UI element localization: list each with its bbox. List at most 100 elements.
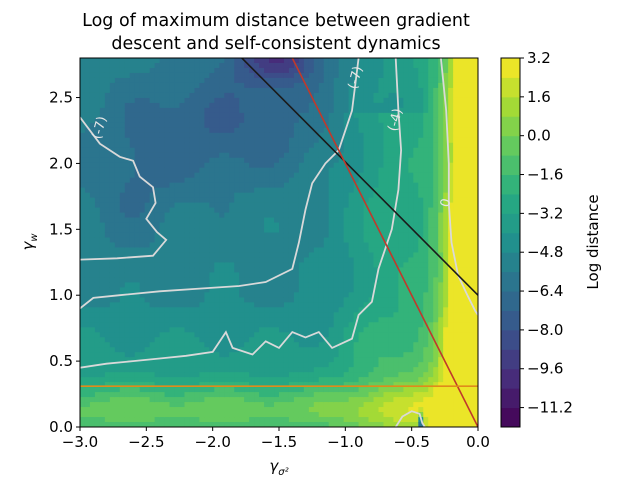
heatmap-cell <box>398 207 404 214</box>
heatmap-cell <box>114 287 121 293</box>
heatmap-cell <box>154 272 161 279</box>
heatmap-cell <box>338 307 345 313</box>
heatmap-cell <box>224 252 230 259</box>
heatmap-cell <box>383 392 390 398</box>
heatmap-cell <box>224 387 230 393</box>
heatmap-cell <box>199 187 205 194</box>
heatmap-cell <box>338 167 345 174</box>
heatmap-cell <box>323 182 330 189</box>
heatmap-cell <box>114 187 121 194</box>
heatmap-cell <box>279 327 285 333</box>
heatmap-cell <box>189 312 196 318</box>
heatmap-cell <box>164 417 171 423</box>
heatmap-cell <box>318 67 325 74</box>
heatmap-cell <box>398 182 404 189</box>
heatmap-cell <box>398 287 404 293</box>
heatmap-cell <box>199 232 205 239</box>
heatmap-cell <box>323 292 330 298</box>
heatmap-cell <box>403 267 409 274</box>
heatmap-cell <box>259 272 265 279</box>
heatmap-cell <box>348 422 355 427</box>
heatmap-cell <box>134 412 141 418</box>
heatmap-cell <box>293 277 300 283</box>
heatmap-cell <box>144 297 151 303</box>
heatmap-cell <box>249 87 255 94</box>
heatmap-cell <box>358 167 365 174</box>
heatmap-cell <box>114 272 121 279</box>
heatmap-cell <box>308 367 315 373</box>
heatmap-cell <box>283 397 290 403</box>
heatmap-cell <box>244 127 250 134</box>
heatmap-cell <box>358 402 365 408</box>
heatmap-cell <box>94 182 101 189</box>
heatmap-cell <box>189 292 196 298</box>
heatmap-cell <box>288 77 295 84</box>
heatmap-cell <box>298 107 305 114</box>
heatmap-cell <box>169 182 176 189</box>
heatmap-cell <box>353 202 360 209</box>
heatmap-cell <box>264 312 270 318</box>
heatmap-cell <box>333 267 340 274</box>
heatmap-cell <box>224 322 230 328</box>
heatmap-cell <box>274 132 280 139</box>
heatmap-cell <box>249 287 255 293</box>
heatmap-cell <box>129 197 136 204</box>
heatmap-cell <box>403 227 409 234</box>
heatmap-cell <box>269 127 275 134</box>
heatmap-cell <box>283 97 290 104</box>
heatmap-cell <box>219 417 225 423</box>
heatmap-cell <box>164 237 171 244</box>
heatmap-cell <box>408 192 414 199</box>
heatmap-cell <box>229 287 235 293</box>
heatmap-cell <box>293 182 300 189</box>
heatmap-cell <box>293 267 300 274</box>
heatmap-cell <box>199 402 205 408</box>
heatmap-cell <box>209 222 215 229</box>
heatmap-cell <box>279 67 285 74</box>
heatmap-cell <box>239 137 245 144</box>
heatmap-cell <box>388 182 395 189</box>
heatmap-cell <box>303 392 310 398</box>
heatmap-cell <box>204 262 210 269</box>
heatmap-cell <box>144 87 151 94</box>
heatmap-cell <box>323 367 330 373</box>
heatmap-cell <box>144 377 151 383</box>
heatmap-cell <box>104 327 111 333</box>
heatmap-cell <box>164 372 171 378</box>
heatmap-cell <box>343 407 350 413</box>
heatmap-cell <box>139 422 146 427</box>
heatmap-cell <box>164 87 171 94</box>
heatmap-cell <box>119 377 126 383</box>
heatmap-cell <box>159 247 166 254</box>
heatmap-cell <box>249 242 255 249</box>
heatmap-cell <box>134 132 141 139</box>
heatmap-cell <box>119 207 126 214</box>
heatmap-cell <box>199 272 205 279</box>
heatmap-cell <box>89 357 96 363</box>
heatmap-cell <box>398 132 404 139</box>
heatmap-cell <box>224 187 230 194</box>
heatmap-cell <box>283 137 290 144</box>
heatmap-cell <box>179 262 186 269</box>
heatmap-cell <box>308 377 315 383</box>
heatmap-cell <box>89 87 96 94</box>
heatmap-cell <box>403 347 409 353</box>
heatmap-cell <box>234 237 240 244</box>
heatmap-cell <box>244 147 250 154</box>
heatmap-cell <box>139 197 146 204</box>
heatmap-cell <box>159 362 166 368</box>
heatmap-cell <box>388 87 395 94</box>
heatmap-cell <box>104 262 111 269</box>
heatmap-cell <box>403 172 409 179</box>
heatmap-cell <box>323 347 330 353</box>
heatmap-cell <box>413 67 419 74</box>
heatmap-cell <box>214 187 220 194</box>
heatmap-cell <box>204 257 210 264</box>
heatmap-cell <box>229 217 235 224</box>
heatmap-cell <box>80 227 86 234</box>
heatmap-cell <box>184 187 191 194</box>
heatmap-cell <box>89 422 96 427</box>
heatmap-cell <box>224 87 230 94</box>
heatmap-cell <box>403 107 409 114</box>
heatmap-cell <box>408 257 414 264</box>
